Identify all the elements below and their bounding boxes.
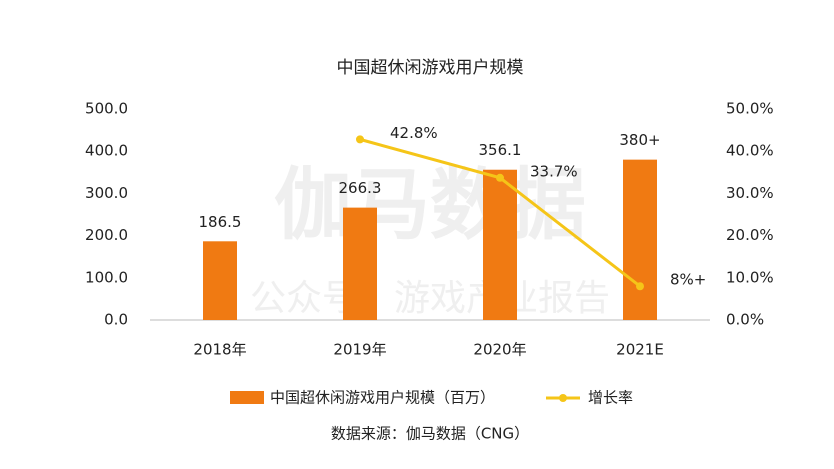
data-label: 266.3 xyxy=(339,179,382,197)
data-label: 42.8% xyxy=(390,124,438,142)
bar xyxy=(343,207,377,320)
y2-tick-label: 10.0% xyxy=(726,268,774,286)
bar xyxy=(623,159,657,320)
legend-label: 增长率 xyxy=(588,389,633,407)
data-label: 380+ xyxy=(619,131,660,149)
x-tick-label: 2019年 xyxy=(333,341,386,359)
line-point xyxy=(496,173,504,182)
y-tick-label: 0.0 xyxy=(104,311,128,329)
y2-tick-label: 20.0% xyxy=(726,226,774,244)
data-label: 186.5 xyxy=(199,213,242,231)
y2-tick-label: 40.0% xyxy=(726,142,774,160)
y-tick-label: 500.0 xyxy=(85,100,128,118)
y-tick-label: 200.0 xyxy=(85,226,128,244)
line-point xyxy=(356,135,364,144)
watermark: 公众号：游戏产业报告 xyxy=(250,278,610,319)
x-tick-label: 2021E xyxy=(616,341,664,359)
data-label: 33.7% xyxy=(530,162,578,180)
bar xyxy=(483,169,517,320)
bar xyxy=(203,241,237,320)
y-tick-label: 300.0 xyxy=(85,184,128,202)
data-label: 8%+ xyxy=(670,271,706,289)
x-tick-label: 2018年 xyxy=(193,341,246,359)
data-label: 356.1 xyxy=(479,141,522,159)
y2-tick-label: 50.0% xyxy=(726,100,774,118)
x-tick-label: 2020年 xyxy=(473,341,526,359)
y-tick-label: 100.0 xyxy=(85,268,128,286)
legend-label: 中国超休闲游戏用户规模（百万） xyxy=(270,389,495,407)
y2-tick-label: 30.0% xyxy=(726,184,774,202)
legend-swatch xyxy=(559,394,567,402)
y-tick-label: 400.0 xyxy=(85,142,128,160)
y2-tick-label: 0.0% xyxy=(726,311,764,329)
legend-swatch xyxy=(230,391,264,404)
line-point xyxy=(636,282,644,291)
chart-title: 中国超休闲游戏用户规模 xyxy=(337,58,524,78)
source: 数据来源：伽马数据（CNG） xyxy=(331,425,529,443)
